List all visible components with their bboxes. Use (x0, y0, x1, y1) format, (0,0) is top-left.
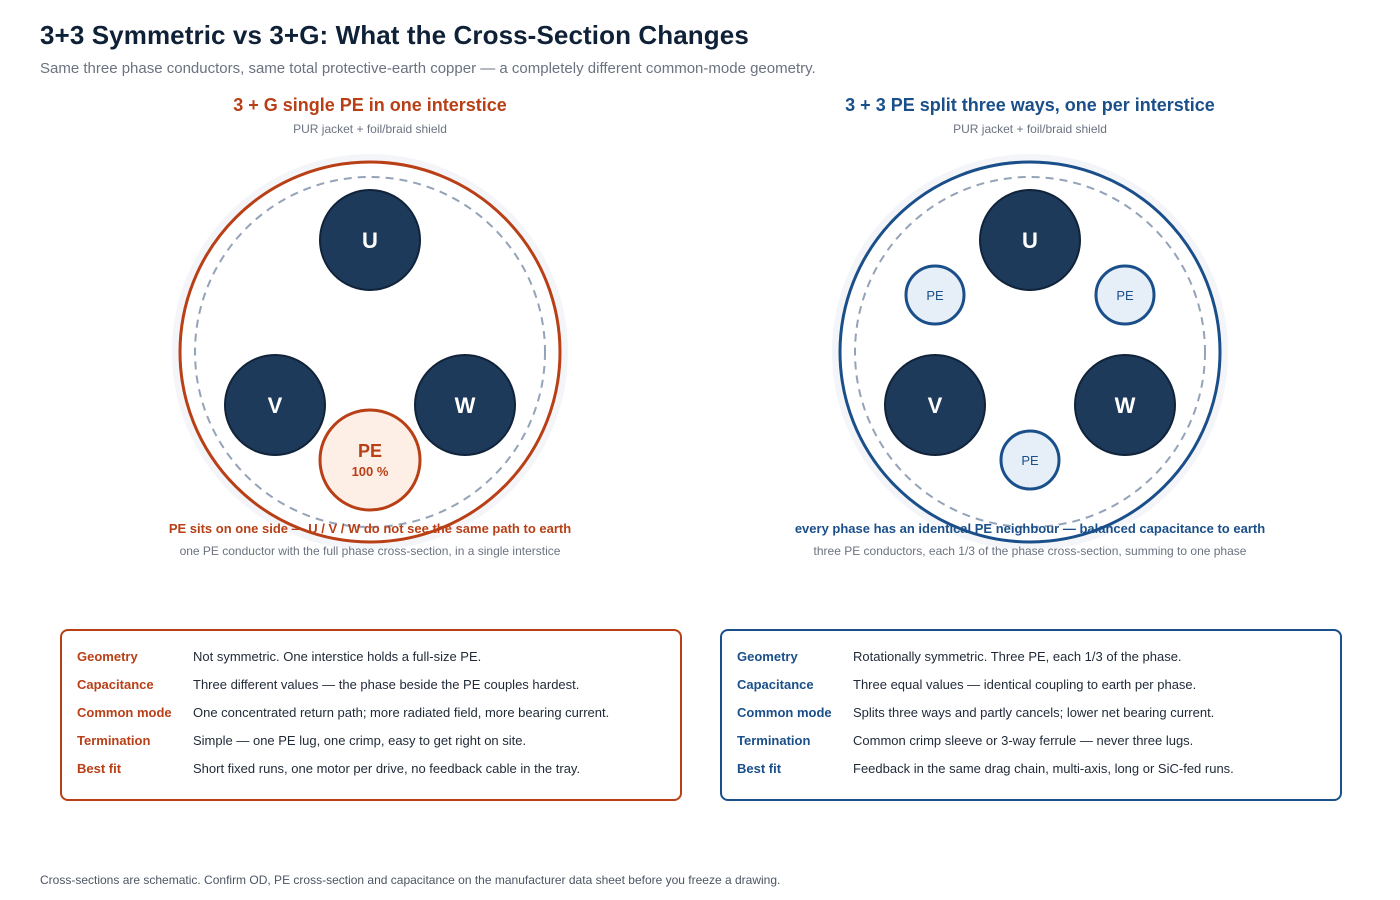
row-value: Splits three ways and partly cancels; lo… (853, 705, 1215, 720)
conductor-pe-label: PE (358, 441, 382, 461)
pe-label-2: PE (1116, 288, 1134, 303)
conductor-u: U (979, 189, 1081, 291)
row-value: Three different values — the phase besid… (193, 677, 580, 692)
conductor-u: U (319, 189, 421, 291)
row-key: Termination (737, 733, 811, 748)
row-key: Geometry (737, 649, 798, 664)
row-value: Three equal values — identical coupling … (853, 677, 1197, 692)
panel-3g-jacket: PUR jacket + foil/braid shield (293, 122, 447, 136)
panel-33-caption: every phase has an identical PE neighbou… (794, 521, 1266, 536)
footer-note: Cross-sections are schematic. Confirm OD… (40, 873, 781, 887)
conductor-v: V (224, 354, 326, 456)
pe-label-3: PE (1021, 453, 1039, 468)
shield-ring (854, 176, 1206, 528)
panel-33-subcaption: three PE conductors, each 1/3 of the pha… (813, 544, 1247, 558)
row-value: Not symmetric. One interstice holds a fu… (193, 649, 482, 664)
conductor-v-label: V (928, 393, 943, 418)
panel-3g-subcaption: one PE conductor with the full phase cro… (179, 544, 561, 558)
panel-33: U V W PE PE PE 3 + 3 PE split three ways… (700, 90, 1360, 570)
shield-ring (194, 176, 546, 528)
conductor-v: V (884, 354, 986, 456)
conductor-pe-bottom: PE (999, 429, 1061, 491)
row-value: Common crimp sleeve or 3-way ferrule — n… (853, 733, 1194, 748)
row-key: Common mode (77, 705, 172, 720)
row-value: Simple — one PE lug, one crimp, easy to … (193, 733, 527, 748)
row-key: Best fit (77, 761, 122, 776)
row-key: Capacitance (77, 677, 154, 692)
row-value: Rotationally symmetric. Three PE, each 1… (853, 649, 1182, 664)
row-value: Feedback in the same drag chain, multi-a… (853, 761, 1234, 776)
conductor-pe-upper-left: PE (904, 264, 966, 326)
row-key: Geometry (77, 649, 138, 664)
row-value: Short fixed runs, one motor per drive, n… (193, 761, 581, 776)
conductor-w: W (414, 354, 516, 456)
conductor-u-label: U (362, 228, 378, 253)
comparison-card-3g: Geometry Not symmetric. One interstice h… (60, 629, 682, 801)
page-subtitle: Same three phase conductors, same total … (40, 60, 816, 77)
pe-label-1: PE (926, 288, 944, 303)
cross-section-33: U V W PE PE PE (832, 154, 1228, 550)
conductor-w-label: W (1115, 393, 1136, 418)
conductor-w: W (1074, 354, 1176, 456)
row-key: Capacitance (737, 677, 814, 692)
panel-3g-heading: 3 + G single PE in one interstice (233, 95, 507, 115)
conductor-v-label: V (268, 393, 283, 418)
row-value: One concentrated return path; more radia… (193, 705, 610, 720)
row-key: Termination (77, 733, 151, 748)
conductor-pe-upper-right: PE (1094, 264, 1156, 326)
conductor-pe-share: 100 % (352, 464, 389, 479)
panel-3g: U V W PE 100 % 3 + G single PE in one in… (40, 90, 700, 570)
row-key: Best fit (737, 761, 782, 776)
cross-section-3g: U V W PE 100 % (172, 154, 568, 550)
panel-33-heading: 3 + 3 PE split three ways, one per inter… (845, 95, 1215, 115)
panel-3g-caption: PE sits on one side — U / V / W do not s… (168, 521, 572, 536)
comparison-card-33: Geometry Rotationally symmetric. Three P… (720, 629, 1342, 801)
conductor-w-label: W (455, 393, 476, 418)
page-title: 3+3 Symmetric vs 3+G: What the Cross-Sec… (40, 20, 749, 50)
panel-33-jacket: PUR jacket + foil/braid shield (953, 122, 1107, 136)
conductor-pe: PE 100 % (318, 408, 422, 512)
row-key: Common mode (737, 705, 832, 720)
conductor-u-label: U (1022, 228, 1038, 253)
